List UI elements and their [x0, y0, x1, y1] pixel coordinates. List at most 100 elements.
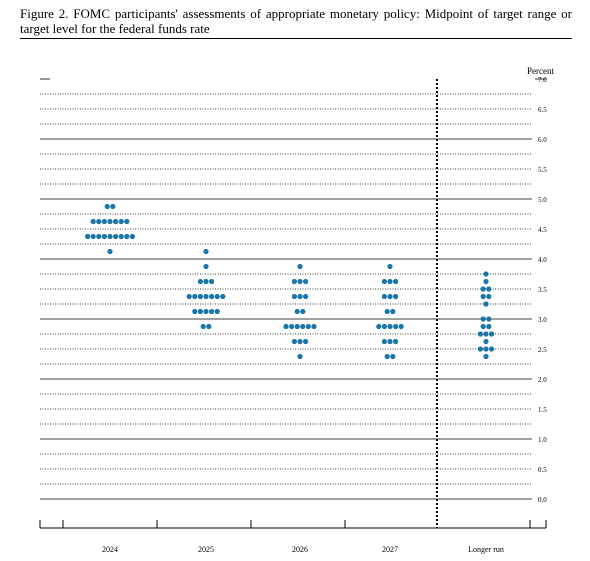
- x-tick-label: 2026: [292, 545, 308, 554]
- dot: [283, 323, 289, 330]
- dot: [113, 218, 119, 225]
- dot: [291, 278, 297, 285]
- dot: [381, 278, 387, 285]
- dot: [192, 308, 198, 315]
- y-tick-label: 6.5: [538, 106, 547, 114]
- dot: [480, 293, 486, 300]
- dot: [483, 301, 489, 307]
- dot: [393, 323, 399, 330]
- dot: [214, 293, 220, 300]
- y-tick-label: 3.0: [538, 316, 547, 324]
- dot: [311, 323, 317, 330]
- dot: [300, 308, 306, 315]
- dot: [297, 353, 303, 360]
- dot: [124, 233, 130, 240]
- dot: [477, 331, 483, 337]
- dot: [390, 308, 396, 315]
- dot: [387, 278, 393, 285]
- dot: [300, 323, 306, 330]
- dot: [381, 338, 387, 345]
- dot: [113, 233, 119, 240]
- dot: [96, 233, 102, 240]
- dot: [393, 293, 399, 300]
- dot: [381, 293, 387, 300]
- dot: [186, 293, 192, 300]
- x-tick-label: 2025: [198, 545, 214, 554]
- dot: [294, 323, 300, 330]
- dot: [107, 248, 113, 255]
- dot: [129, 233, 135, 240]
- y-tick-label: 5.5: [538, 166, 547, 174]
- dot: [107, 218, 113, 225]
- dot: [197, 278, 203, 285]
- y-tick-label: 4.5: [538, 226, 547, 234]
- y-tick-label: 5.0: [538, 196, 547, 204]
- dot: [297, 293, 303, 300]
- y-tick-label: 1.0: [538, 436, 547, 444]
- dot: [483, 331, 489, 337]
- dot: [486, 323, 492, 330]
- dot: [376, 323, 382, 330]
- dot: [214, 308, 220, 315]
- y-tick-label: 2.0: [538, 376, 547, 384]
- dot: [483, 271, 489, 277]
- y-tick-label: 1.5: [538, 406, 547, 414]
- dot: [200, 323, 206, 330]
- y-axis-label: Percent: [527, 66, 554, 76]
- dot: [384, 308, 390, 315]
- dot: [291, 338, 297, 345]
- dot: [393, 278, 399, 285]
- dot: [390, 353, 396, 360]
- dot: [398, 323, 404, 330]
- dot: [294, 308, 300, 315]
- dot: [384, 353, 390, 360]
- title-rule: [20, 38, 572, 39]
- dot: [124, 218, 130, 225]
- dot: [197, 293, 203, 300]
- y-tick-label: 0.5: [538, 466, 547, 474]
- y-tick-label: 2.5: [538, 346, 547, 354]
- dot: [303, 293, 309, 300]
- dot: [107, 233, 113, 240]
- dot: [206, 323, 212, 330]
- dot: [483, 346, 489, 352]
- dot: [477, 346, 483, 352]
- dot: [203, 263, 209, 270]
- dot: [209, 293, 215, 300]
- x-tick-label: 2027: [382, 545, 398, 554]
- dot: [209, 278, 215, 285]
- dot: [85, 233, 91, 240]
- x-tick-label: Longer run: [468, 545, 504, 554]
- dot: [387, 323, 393, 330]
- dot: [289, 323, 295, 330]
- dot: [480, 316, 486, 322]
- dot: [104, 203, 110, 210]
- dot: [118, 218, 124, 225]
- dot: [480, 286, 486, 292]
- dot: [101, 233, 107, 240]
- dot: [96, 218, 102, 225]
- dot: [387, 263, 393, 270]
- dot: [381, 323, 387, 330]
- dot: [489, 331, 495, 337]
- dot: [118, 233, 124, 240]
- y-tick-label: 3.5: [538, 286, 547, 294]
- dot: [291, 293, 297, 300]
- y-tick-label: 6.0: [538, 136, 547, 144]
- dot: [110, 203, 116, 210]
- dot: [387, 338, 393, 345]
- dot: [387, 293, 393, 300]
- y-tick-label: 0.0: [538, 496, 547, 504]
- dot: [486, 286, 492, 292]
- dot: [203, 308, 209, 315]
- dot: [90, 233, 96, 240]
- chart-title: Figure 2. FOMC participants' assessments…: [20, 6, 572, 36]
- y-tick-label: 7.0: [538, 76, 547, 84]
- dot: [480, 323, 486, 330]
- dot: [489, 346, 495, 352]
- x-tick-label: 2024: [102, 545, 118, 554]
- dot: [483, 278, 489, 285]
- dot: [203, 248, 209, 255]
